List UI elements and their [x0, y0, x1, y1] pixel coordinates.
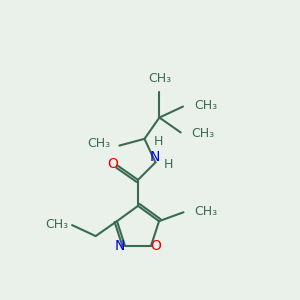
Text: CH₃: CH₃ — [45, 218, 68, 231]
Text: H: H — [154, 135, 163, 148]
Text: CH₃: CH₃ — [194, 205, 218, 218]
Text: CH₃: CH₃ — [87, 137, 110, 150]
Text: O: O — [107, 157, 118, 171]
Text: N: N — [149, 150, 160, 164]
Text: O: O — [151, 239, 161, 253]
Text: CH₃: CH₃ — [192, 127, 215, 140]
Text: H: H — [164, 158, 173, 171]
Text: N: N — [115, 239, 125, 253]
Text: CH₃: CH₃ — [194, 99, 217, 112]
Text: CH₃: CH₃ — [148, 72, 171, 85]
